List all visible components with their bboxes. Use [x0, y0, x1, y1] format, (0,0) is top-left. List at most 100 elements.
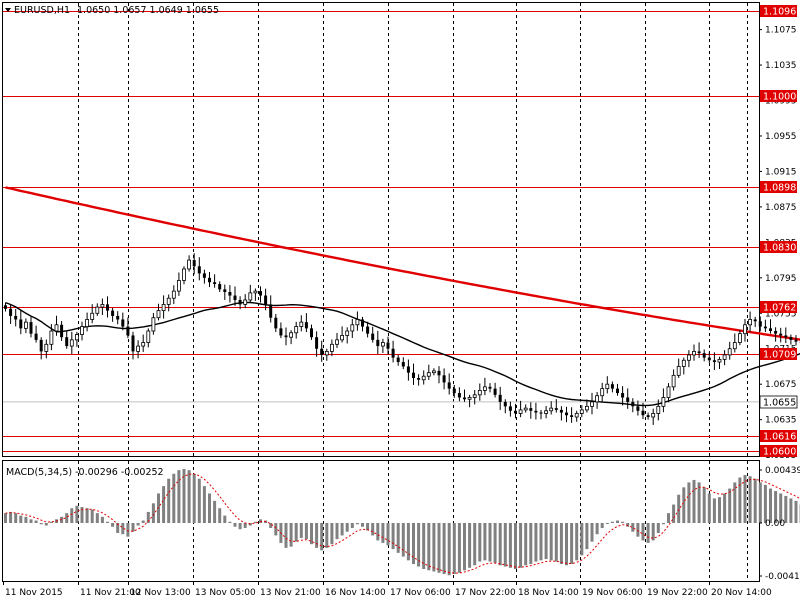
macd-label: MACD(5,34,5) -0.00296 -0.00252	[6, 467, 164, 478]
macd-tick-label: 0.00439	[765, 466, 800, 476]
macd-bar	[667, 513, 670, 523]
candle-body	[161, 304, 166, 312]
candle-body	[49, 330, 54, 345]
macd-bar	[136, 523, 140, 526]
candle-body	[717, 358, 722, 363]
macd-bar	[162, 486, 166, 523]
macd-bar	[106, 521, 109, 523]
macd-bar	[718, 497, 721, 523]
macd-bar	[641, 523, 645, 541]
macd-bar	[534, 523, 538, 562]
macd-bar	[396, 523, 400, 553]
macd-bar	[335, 523, 339, 540]
macd-bar	[412, 523, 415, 565]
moving-averages	[5, 186, 800, 407]
macd-bar	[371, 523, 375, 536]
macd-bar	[468, 523, 472, 568]
candle-body	[197, 266, 201, 274]
macd-bar	[463, 523, 466, 571]
level-price-box	[760, 5, 797, 17]
candle-body	[243, 299, 248, 305]
candle-body	[457, 393, 461, 398]
macd-bar	[111, 523, 115, 527]
candle-body	[202, 273, 206, 278]
candle-body	[274, 317, 278, 329]
candle-body	[539, 412, 543, 414]
macd-bar	[661, 523, 665, 525]
macd-bar	[187, 470, 191, 523]
candle-body	[616, 388, 619, 394]
macd-bar	[524, 523, 528, 566]
macd-bar	[75, 505, 79, 523]
macd-bar	[233, 523, 237, 527]
candle-body	[34, 333, 38, 340]
macd-bar	[121, 523, 125, 535]
candle-body	[671, 374, 676, 388]
candle-body	[111, 310, 115, 316]
level-price-box	[760, 430, 797, 442]
macd-bar	[269, 523, 273, 528]
candle-body	[452, 388, 456, 394]
macd-bar	[141, 520, 145, 523]
macd-bar	[299, 523, 303, 538]
candle-body	[371, 333, 375, 340]
candle-body	[284, 335, 288, 338]
macd-bar	[85, 508, 89, 523]
macd-bar	[116, 523, 120, 533]
level-price-box	[760, 181, 797, 193]
macd-bar	[590, 523, 594, 542]
candle-body	[299, 321, 304, 327]
candle-body	[753, 319, 757, 322]
candle-body	[477, 389, 482, 396]
candle-body	[248, 292, 253, 301]
candle-body	[182, 268, 186, 281]
candle-body	[380, 342, 385, 347]
candle-body	[208, 277, 211, 283]
macd-bar	[554, 523, 558, 562]
macd-bar	[763, 484, 767, 523]
macd-bar	[728, 488, 732, 523]
macd-bar	[49, 521, 53, 523]
macd-bar	[223, 515, 227, 523]
candle-body	[626, 397, 630, 402]
candle-body	[585, 405, 589, 411]
macd-bar	[789, 498, 793, 523]
candles	[4, 253, 800, 425]
candle-body	[493, 388, 497, 395]
macd-bar	[697, 482, 701, 523]
macd-bar	[401, 523, 405, 557]
level-price-box	[760, 445, 797, 457]
macd-bar	[90, 509, 94, 523]
level-price-label: 1.0898	[763, 183, 796, 194]
candle-body	[95, 306, 100, 314]
time-tick-label: 12 Nov 13:00	[130, 588, 191, 598]
candle-body	[722, 354, 727, 360]
candle-body	[54, 324, 59, 332]
candle-body	[692, 350, 696, 356]
time-tick-label: 16 Nov 14:00	[325, 588, 386, 598]
macd-bar	[544, 523, 548, 560]
dropdown-triangle-icon[interactable]	[5, 8, 11, 12]
candle-body	[482, 386, 487, 391]
time-tick-label: 17 Nov 22:00	[455, 588, 516, 598]
candle-body	[396, 357, 400, 363]
candle-body	[549, 407, 554, 412]
macd-bar	[631, 523, 635, 532]
candle-body	[238, 299, 242, 305]
candle-body	[727, 348, 732, 356]
candle-body	[651, 413, 656, 418]
candle-body	[412, 372, 415, 378]
macd-bar	[70, 508, 74, 523]
macd-tick-label: 0.00	[765, 519, 785, 529]
macd-bar	[126, 523, 130, 537]
macd-bar	[192, 473, 196, 523]
macd-bar	[330, 523, 334, 545]
macd-bar	[376, 523, 380, 541]
macd-bar	[182, 468, 186, 523]
macd-bar	[253, 521, 257, 523]
candle-body	[253, 290, 258, 294]
candle-body	[269, 304, 273, 318]
macd-bar	[503, 523, 507, 567]
macd-bar	[779, 493, 783, 523]
candle-body	[228, 291, 232, 296]
